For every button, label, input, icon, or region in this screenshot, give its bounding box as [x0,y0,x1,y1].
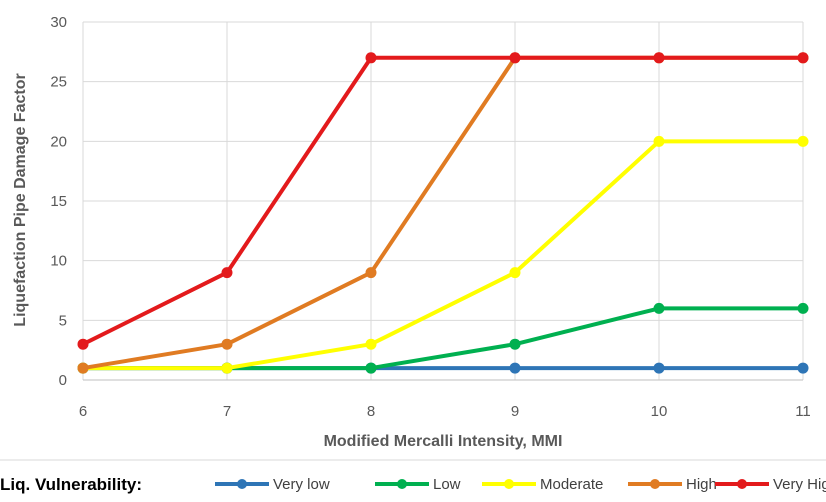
data-point [221,267,233,279]
y-tick-label: 30 [50,14,67,31]
x-tick-label: 7 [223,403,231,420]
data-point [221,338,233,350]
series-moderate [77,135,809,374]
y-tick-label: 0 [59,372,67,389]
y-axis-title: Liquefaction Pipe Damage Factor [12,73,29,326]
legend-item: Moderate [482,476,603,493]
legend-marker [397,479,407,489]
data-point [653,362,665,374]
axes: 0 5 10 15 20 25 30 6 7 8 9 10 11 [50,14,810,420]
series-line [81,306,805,371]
legend-label: High [686,476,717,493]
data-point [509,52,521,64]
data-point [365,267,377,279]
legend-label: Low [433,476,461,493]
data-point [509,267,521,279]
legend-label: Moderate [540,476,603,493]
data-point [365,338,377,350]
series-very-high [77,52,809,350]
series-line [81,139,805,371]
legend-item: Very High [715,476,826,493]
legend-item: Low [375,476,461,493]
data-point [365,52,377,64]
y-tick-label: 20 [50,133,67,150]
legend-title: Liq. Vulnerability: [0,475,142,494]
x-tick-label: 6 [79,403,87,420]
data-point [77,362,89,374]
data-point [797,52,809,64]
legend-label: Very low [273,476,330,493]
y-tick-label: 5 [59,312,67,329]
data-point [797,302,809,314]
y-tick-label: 10 [50,253,67,270]
legend-marker [650,479,660,489]
data-point [797,362,809,374]
y-tick-label: 25 [50,74,67,91]
data-point [653,52,665,64]
data-point [77,338,89,350]
grid-lines [82,21,804,380]
legend-item: Very low [215,476,330,493]
legend: Very low Low Moderate High Very High [215,476,826,493]
x-tick-label: 8 [367,403,375,420]
data-point [365,362,377,374]
x-tick-label: 10 [651,403,668,420]
data-point [221,362,233,374]
series-layer [77,52,809,374]
data-point [509,362,521,374]
x-axis-title: Modified Mercalli Intensity, MMI [324,433,563,450]
legend-item: High [628,476,717,493]
data-point [509,338,521,350]
x-tick-label: 11 [795,403,811,420]
legend-marker [237,479,247,489]
series-line [81,55,805,347]
y-tick-label: 15 [50,193,67,210]
series-line [81,55,805,371]
x-tick-label: 9 [511,403,519,420]
series-low [77,302,809,374]
legend-label: Very High [773,476,826,493]
data-point [797,135,809,147]
series-high [77,52,809,374]
data-point [653,302,665,314]
data-point [653,135,665,147]
legend-marker [737,479,747,489]
legend-marker [504,479,514,489]
